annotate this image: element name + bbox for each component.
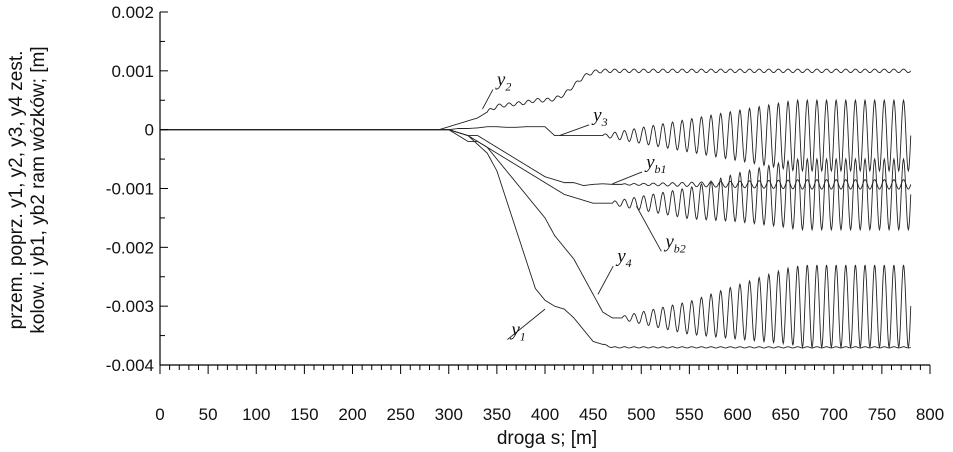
annotation-leader-y1 — [507, 308, 546, 340]
x-tick-label: 350 — [483, 405, 511, 424]
y-tick-label: 0.001 — [111, 62, 154, 81]
x-tick-label: 450 — [579, 405, 607, 424]
x-tick-label: 700 — [820, 405, 848, 424]
annotation-leader-y3 — [559, 124, 590, 136]
x-tick-label: 300 — [435, 405, 463, 424]
annotations-layer: y2 y3 yb1 yb2 y4 y1 — [482, 70, 686, 344]
ticks-layer: 0.002 0.001 0 -0.001 -0.002 -0.003 -0.004 0 50 10… — [106, 3, 944, 424]
series-line-yb2 — [160, 129, 912, 232]
x-tick-label: 0 — [155, 405, 164, 424]
annotation-leader-yb1 — [612, 171, 643, 185]
y-tick-label: -0.001 — [106, 180, 154, 199]
annotation-label-y3: y3 — [591, 105, 607, 129]
y-tick-label: -0.004 — [106, 356, 154, 375]
x-tick-label: 500 — [627, 405, 655, 424]
annotation-leader-y2 — [482, 89, 494, 110]
y-axis-title-line2: kolow. i yb1, yb2 ram wózków; [m] — [28, 46, 49, 333]
x-tick-label: 200 — [338, 405, 366, 424]
x-tick-label: 650 — [771, 405, 799, 424]
x-tick-label: 50 — [199, 405, 218, 424]
series-line-y2 — [160, 68, 912, 131]
annotation-label-y1: y1 — [509, 320, 525, 344]
x-axis-title: droga s; [m] — [497, 428, 597, 449]
x-tick-label: 400 — [531, 405, 559, 424]
annotation-label-yb1: yb1 — [644, 152, 666, 176]
y-tick-label: -0.002 — [106, 238, 154, 257]
x-tick-label: 250 — [386, 405, 414, 424]
x-tick-label: 150 — [290, 405, 318, 424]
series-layer — [160, 68, 912, 349]
y-tick-label: -0.003 — [106, 297, 154, 316]
x-tick-label: 600 — [723, 405, 751, 424]
annotation-label-y4: y4 — [615, 246, 631, 270]
y-tick-label: 0.002 — [111, 3, 154, 22]
annotation-leader-y4 — [597, 265, 614, 295]
y-axis-title-group: przem. poprz. y1, y2, y3, y4 zest. kolow… — [6, 46, 49, 333]
annotation-leader-yb2 — [636, 205, 662, 252]
x-tick-label: 750 — [868, 405, 896, 424]
x-tick-label: 800 — [916, 405, 944, 424]
y-axis-title-line1: przem. poprz. y1, y2, y3, y4 zest. — [6, 51, 27, 330]
annotation-label-yb2: yb2 — [663, 231, 685, 255]
y-tick-label: 0 — [145, 121, 154, 140]
x-tick-label: 550 — [675, 405, 703, 424]
x-tick-label: 100 — [242, 405, 270, 424]
annotation-label-y2: y2 — [495, 70, 511, 94]
